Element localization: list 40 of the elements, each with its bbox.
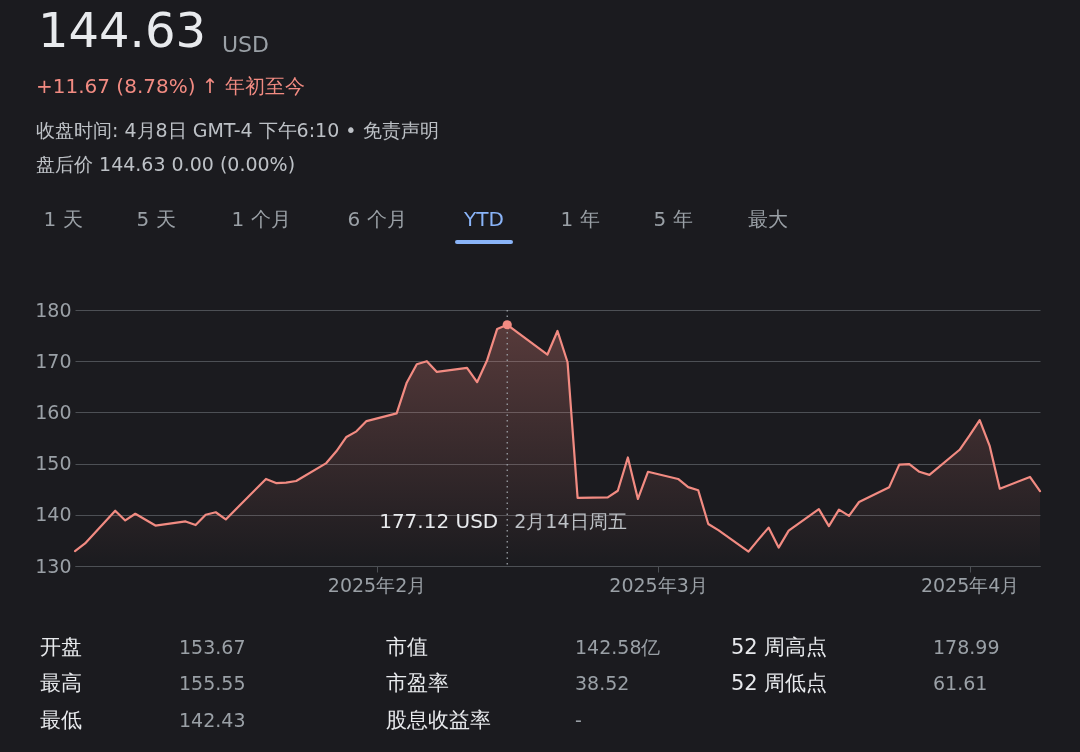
text: 155.55 (179, 672, 246, 694)
text: 最高 (40, 671, 82, 695)
text: 6 个月 (347, 207, 407, 231)
x-tick-label: 2025年3月 (609, 573, 708, 596)
y-tick-label: 180 (35, 298, 72, 321)
text: 1 年 (560, 207, 600, 231)
y-tick-label: 170 (35, 349, 72, 372)
text: 最大 (748, 207, 788, 231)
text: 5 年 (653, 207, 693, 231)
text: 142.43 (179, 709, 246, 731)
text: 142.58亿 (575, 636, 661, 658)
text: 52 周高点 (731, 635, 828, 659)
chart-subtitle: +11.67 (8.78%) ↑ 年初至今 (36, 74, 305, 98)
text: 1 天 (43, 207, 83, 231)
text: 盘后价 144.63 0.00 (0.00%) (36, 153, 296, 175)
text: USD (222, 32, 270, 57)
text: 股息收益率 (386, 708, 491, 732)
y-tick-label: 140 (35, 503, 72, 526)
y-tick-label: 130 (35, 554, 72, 577)
text: YTD (463, 207, 504, 231)
text: 61.61 (933, 672, 988, 694)
text: 开盘 (40, 635, 82, 659)
text: 最低 (40, 708, 82, 732)
text: 市值 (386, 635, 428, 659)
y-tick-label: 150 (35, 452, 72, 475)
text: 1 个月 (231, 207, 291, 231)
ref-line-label: 2月14日周五 (514, 510, 627, 532)
text: 38.52 (575, 672, 630, 694)
text: 178.99 (933, 636, 1000, 658)
text: 52 周低点 (731, 671, 828, 695)
chart-title: 144.63 (38, 2, 206, 58)
text: 153.67 (179, 636, 246, 658)
text: 5 天 (136, 207, 176, 231)
annotation: 177.12 USD (379, 509, 499, 533)
x-tick-label: 2025年4月 (920, 573, 1020, 596)
text: 收盘时间: 4月8日 GMT-4 下午6:10 • 免责声明 (36, 119, 439, 141)
y-tick-label: 160 (35, 400, 72, 423)
text: 市盈率 (386, 671, 449, 695)
text: - (575, 709, 582, 731)
x-tick-label: 2025年2月 (327, 573, 427, 596)
